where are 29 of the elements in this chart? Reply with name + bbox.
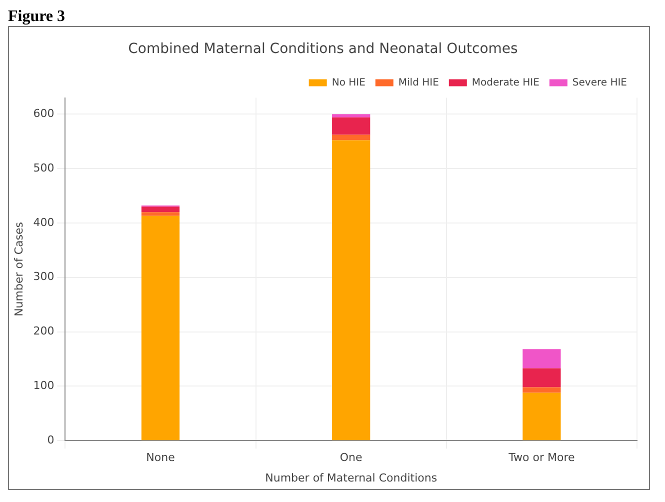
y-tick-label: 0 [47, 433, 54, 446]
bar [332, 140, 370, 440]
legend-label: Severe HIE [572, 77, 628, 88]
bar [141, 206, 180, 212]
x-tick-label: One [340, 451, 363, 464]
y-tick-label: 400 [33, 216, 54, 229]
bar [522, 368, 561, 388]
bar [522, 387, 561, 393]
y-tick-label: 200 [33, 324, 54, 338]
bar [141, 216, 180, 440]
y-axis-title: Number of Cases [12, 222, 26, 316]
y-tick-label: 100 [33, 379, 54, 392]
caption: Figure 3 [8, 8, 66, 26]
y-tick-label: 600 [33, 106, 54, 120]
legend-label: Mild HIE [398, 77, 439, 88]
legend-label: Moderate HIE [472, 77, 540, 88]
x-tick-label: Two or More [508, 451, 575, 464]
bar [522, 349, 561, 368]
x-axis-title: Number of Maternal Conditions [265, 471, 438, 484]
bar [332, 114, 370, 118]
bar [522, 392, 561, 440]
legend-label: No HIE [332, 77, 366, 88]
bar [332, 134, 370, 140]
y-tick-label: 500 [33, 161, 54, 174]
bar [332, 117, 370, 135]
bar [141, 212, 180, 216]
chart-title: Combined Maternal Conditions and Neonatal Outcomes [128, 41, 518, 58]
x-tick-label: None [146, 451, 176, 464]
y-tick-label: 300 [33, 270, 54, 284]
